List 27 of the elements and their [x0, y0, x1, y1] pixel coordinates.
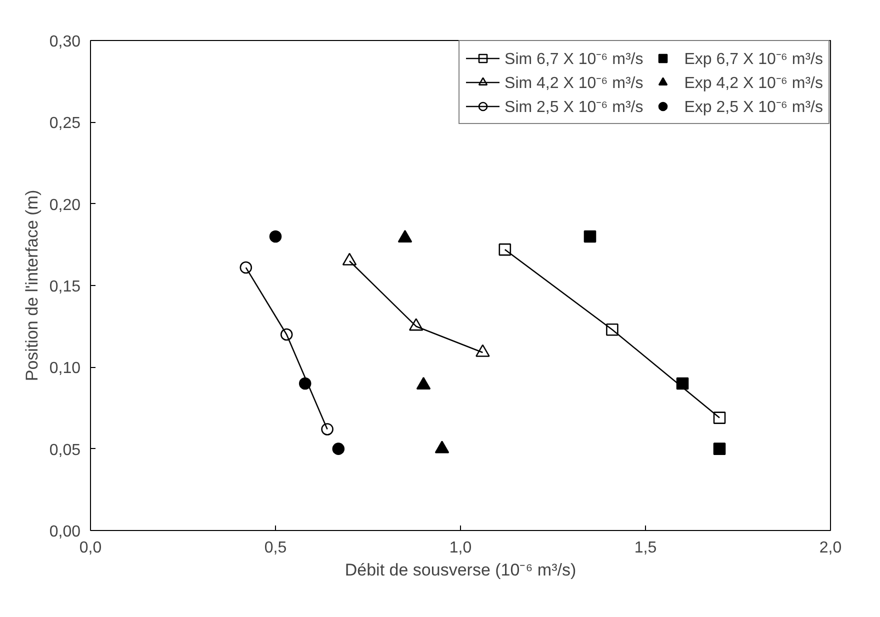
point [332, 442, 345, 455]
y-tick-label: 0,05 [49, 442, 81, 459]
x-tick-label: 2,0 [819, 540, 842, 556]
x-axis-title: Débit de sousverse (10⁻⁶ m³/s) [344, 560, 576, 580]
y-tick-label: 0,15 [49, 278, 81, 296]
point [713, 442, 726, 455]
point [240, 261, 252, 274]
point [321, 423, 334, 436]
legend-label: Sim 2,5 X 10⁻⁶ m³/s [504, 98, 644, 117]
legend-label: Exp 4,2 X 10⁻⁶ m³/s [684, 74, 823, 93]
x-tick-label: 1,0 [449, 540, 472, 556]
y-tick-label: 0,00 [49, 524, 81, 540]
point [713, 412, 726, 424]
y-tick-label: 0,20 [49, 196, 81, 214]
x-tick-label: 0,0 [79, 540, 102, 556]
legend-label: Exp 6,7 X 10⁻⁶ m³/s [684, 50, 823, 69]
y-axis-title: Position de l'interface (m) [22, 190, 42, 382]
point [269, 230, 282, 243]
x-tick-label: 0,5 [264, 540, 287, 556]
x-tick-label: 1,5 [634, 540, 657, 556]
legend-label: Sim 6,7 X 10⁻⁶ m³/s [504, 50, 644, 69]
legend-label: Sim 4,2 X 10⁻⁶ m³/s [504, 74, 644, 93]
legend-label: Exp 2,5 X 10⁻⁶ m³/s [684, 98, 823, 117]
point [584, 230, 596, 243]
y-tick-label: 0,25 [49, 115, 81, 132]
y-tick-label: 0,30 [49, 34, 81, 50]
y-tick-label: 0,10 [49, 360, 81, 378]
